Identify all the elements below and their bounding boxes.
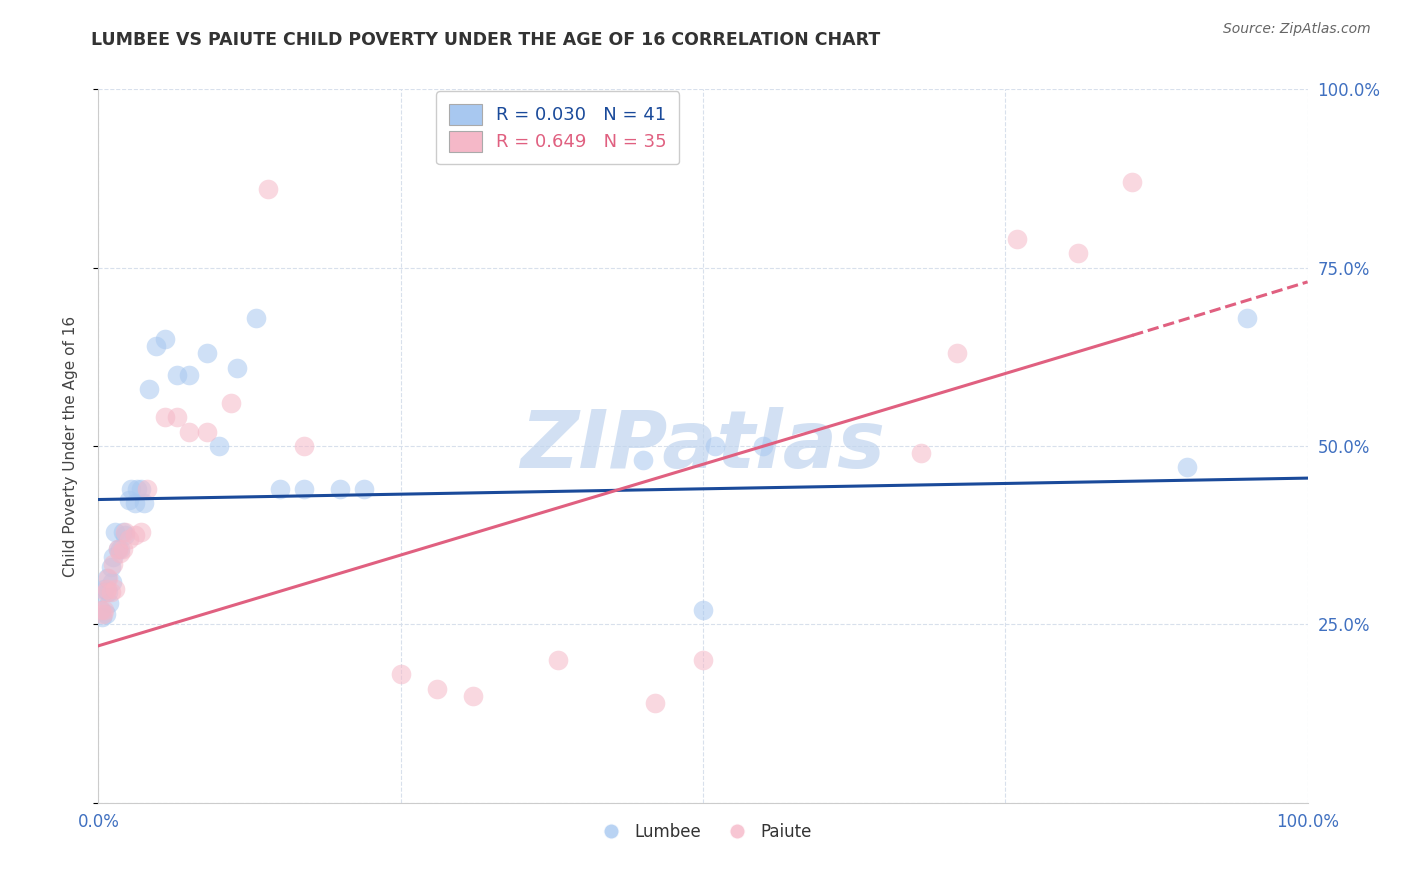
Point [292, 482, 315, 496]
Text: Source: ZipAtlas.com: Source: ZipAtlas.com [1223, 22, 1371, 37]
Point [100, 560, 122, 574]
Point [166, 368, 188, 382]
Point [108, 542, 131, 557]
Point [245, 310, 267, 325]
Point [120, 482, 142, 496]
Point [704, 439, 727, 453]
Point [111, 542, 134, 557]
Text: ZIPatlas: ZIPatlas [520, 407, 886, 485]
Point [179, 368, 201, 382]
Point [100, 574, 122, 589]
Point [179, 425, 201, 439]
Point [93, 582, 115, 596]
Point [463, 689, 485, 703]
Point [91, 607, 114, 621]
Point [97, 585, 120, 599]
Point [226, 360, 249, 375]
Point [1236, 310, 1258, 325]
Point [269, 482, 291, 496]
Point [208, 439, 231, 453]
Point [1175, 460, 1198, 475]
Point [127, 482, 149, 496]
Point [145, 339, 167, 353]
Point [96, 571, 118, 585]
Point [104, 582, 127, 596]
Point [111, 524, 134, 539]
Point [98, 596, 121, 610]
Point [547, 653, 569, 667]
Point [134, 496, 156, 510]
Point [90, 603, 112, 617]
Point [91, 585, 114, 599]
Point [114, 528, 136, 542]
Point [631, 453, 654, 467]
Point [910, 446, 932, 460]
Point [118, 492, 141, 507]
Point [692, 603, 714, 617]
Point [107, 542, 129, 557]
Point [108, 546, 131, 560]
Point [256, 182, 278, 196]
Point [353, 482, 375, 496]
Point [644, 696, 666, 710]
Y-axis label: Child Poverty Under the Age of 16: Child Poverty Under the Age of 16 [63, 316, 77, 576]
Point [426, 681, 449, 696]
Point [118, 532, 141, 546]
Point [124, 496, 146, 510]
Point [93, 603, 115, 617]
Point [107, 542, 129, 557]
Point [221, 396, 243, 410]
Point [94, 585, 117, 599]
Text: LUMBEE VS PAIUTE CHILD POVERTY UNDER THE AGE OF 16 CORRELATION CHART: LUMBEE VS PAIUTE CHILD POVERTY UNDER THE… [91, 31, 880, 49]
Point [90, 603, 112, 617]
Point [1007, 232, 1029, 246]
Point [195, 346, 218, 360]
Point [91, 610, 114, 624]
Point [96, 582, 118, 596]
Point [1121, 175, 1143, 189]
Point [101, 557, 124, 571]
Point [692, 653, 714, 667]
Point [292, 439, 315, 453]
Point [129, 482, 152, 496]
Point [329, 482, 352, 496]
Point [100, 585, 122, 599]
Point [389, 667, 412, 681]
Point [94, 607, 117, 621]
Point [97, 571, 120, 585]
Legend: Lumbee, Paiute: Lumbee, Paiute [588, 817, 818, 848]
Point [114, 524, 136, 539]
Point [153, 332, 176, 346]
Point [195, 425, 218, 439]
Point [129, 524, 152, 539]
Point [101, 549, 124, 564]
Point [946, 346, 969, 360]
Point [1067, 246, 1090, 260]
Point [153, 410, 176, 425]
Point [104, 524, 127, 539]
Point [124, 528, 146, 542]
Point [138, 382, 160, 396]
Point [135, 482, 157, 496]
Point [752, 439, 775, 453]
Point [166, 410, 188, 425]
